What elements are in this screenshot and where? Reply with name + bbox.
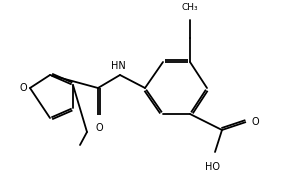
- Text: HN: HN: [111, 61, 125, 71]
- Text: CH₃: CH₃: [182, 3, 198, 12]
- Text: O: O: [19, 83, 27, 93]
- Text: HO: HO: [205, 162, 221, 172]
- Text: O: O: [95, 123, 103, 133]
- Text: O: O: [251, 117, 259, 127]
